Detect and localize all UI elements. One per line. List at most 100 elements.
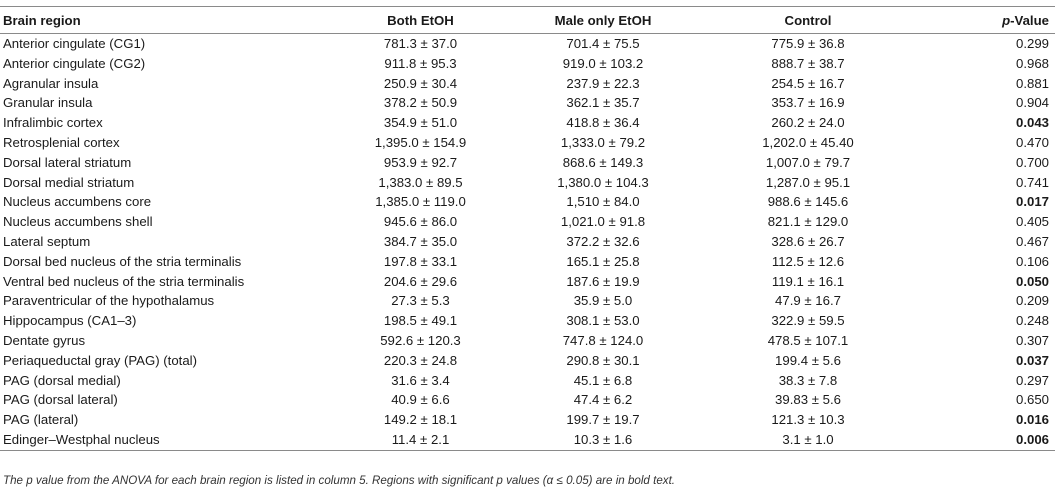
cell-brain-region: Hippocampus (CA1–3) <box>3 313 137 329</box>
cell-p-value: 0.299 <box>1015 36 1049 51</box>
cell-male-only-etoh: 372.2 ± 32.6 <box>566 233 640 249</box>
cell-both-etoh: 220.3 ± 24.8 <box>383 352 458 368</box>
cell-brain-region: Ventral bed nucleus of the stria termina… <box>3 273 245 289</box>
cell-control: 353.7 ± 16.9 <box>771 95 845 111</box>
cell-male-only-etoh: 1,021.0 ± 91.8 <box>560 214 646 230</box>
table-row: Nucleus accumbens core 1,385.0 ± 119.0 1,5… <box>0 192 1055 212</box>
cell-brain-region: Nucleus accumbens core <box>3 194 152 210</box>
cell-brain-region: Agranular insula <box>3 75 99 91</box>
cell-male-only-etoh: 45.1 ± 6.8 <box>573 372 633 388</box>
cell-brain-region: Paraventricular of the hypothalamus <box>3 293 215 309</box>
table-row: Retrosplenial cortex 1,395.0 ± 154.9 1,333… <box>0 133 1055 153</box>
cell-male-only-etoh: 747.8 ± 124.0 <box>562 332 644 348</box>
cell-both-etoh: 1,383.0 ± 89.5 <box>378 174 463 190</box>
table-row: Hippocampus (CA1–3) 198.5 ± 49.1 308.1 ± 5… <box>0 311 1055 331</box>
cell-male-only-etoh: 1,333.0 ± 79.2 <box>560 134 646 150</box>
cell-brain-region: PAG (lateral) <box>3 412 79 428</box>
cell-both-etoh: 781.3 ± 37.0 <box>383 36 458 51</box>
table-row: Dorsal lateral striatum 953.9 ± 92.7 868.6… <box>0 153 1055 173</box>
cell-brain-region: Lateral septum <box>3 233 91 249</box>
table-body: Anterior cingulate (CG1) 781.3 ± 37.0 701.… <box>0 34 1055 451</box>
cell-both-etoh: 204.6 ± 29.6 <box>383 273 458 289</box>
cell-brain-region: Anterior cingulate (CG2) <box>3 55 146 71</box>
cell-male-only-etoh: 187.6 ± 19.9 <box>566 273 640 289</box>
cell-control: 39.83 ± 5.6 <box>775 392 841 408</box>
cell-p-value: 0.016 <box>1015 412 1049 428</box>
table-row: Anterior cingulate (CG1) 781.3 ± 37.0 701.… <box>0 34 1055 54</box>
cell-brain-region: Retrosplenial cortex <box>3 134 120 150</box>
cell-brain-region: Dentate gyrus <box>3 332 86 348</box>
table-header: Brain region Both EtOH Male only EtOH Co… <box>0 6 1055 34</box>
table-row: Agranular insula 250.9 ± 30.4 237.9 ± 22.3… <box>0 74 1055 94</box>
table-row: Lateral septum 384.7 ± 35.0 372.2 ± 32.6 32… <box>0 232 1055 252</box>
cell-control: 775.9 ± 36.8 <box>771 36 845 51</box>
cell-both-etoh: 197.8 ± 33.1 <box>383 253 458 269</box>
cell-p-value: 0.043 <box>1015 115 1049 131</box>
table-row: Paraventricular of the hypothalamus 27.3 … <box>0 291 1055 311</box>
table-row: PAG (dorsal lateral) 40.9 ± 6.6 47.4 ± 6.2… <box>0 390 1055 410</box>
header-p-letter: p <box>1002 12 1011 28</box>
cell-both-etoh: 354.9 ± 51.0 <box>383 115 458 131</box>
table-row: Nucleus accumbens shell 945.6 ± 86.0 1,021… <box>0 212 1055 232</box>
cell-p-value: 0.297 <box>1015 372 1049 388</box>
cell-both-etoh: 27.3 ± 5.3 <box>391 293 450 309</box>
cell-brain-region: Dorsal medial striatum <box>3 174 135 190</box>
header-p-suffix: -Value <box>1010 12 1049 28</box>
cell-control: 3.1 ± 1.0 <box>698 429 918 451</box>
header-both-etoh: Both EtOH <box>333 6 508 34</box>
header-row: Brain region Both EtOH Male only EtOH Co… <box>0 6 1055 34</box>
table-row: Anterior cingulate (CG2) 911.8 ± 95.3 919.… <box>0 54 1055 74</box>
cell-male-only-etoh: 362.1 ± 35.7 <box>566 95 640 111</box>
cell-p-value: 0.209 <box>1015 293 1049 309</box>
cell-control: 988.6 ± 145.6 <box>767 194 849 210</box>
cell-male-only-etoh: 1,510 ± 84.0 <box>566 194 640 210</box>
table-row: Infralimbic cortex 354.9 ± 51.0 418.8 ± 36… <box>0 113 1055 133</box>
table-row: PAG (dorsal medial) 31.6 ± 3.4 45.1 ± 6.8 3… <box>0 371 1055 391</box>
cell-control: 38.3 ± 7.8 <box>778 372 838 388</box>
cell-male-only-etoh: 418.8 ± 36.4 <box>566 115 640 131</box>
cell-control: 260.2 ± 24.0 <box>771 115 845 131</box>
cell-male-only-etoh: 701.4 ± 75.5 <box>566 36 640 51</box>
cell-p-value: 0.904 <box>1015 95 1049 111</box>
table-row: Edinger–Westphal nucleus 11.4 ± 2.1 10.3 ±… <box>0 429 1055 451</box>
cell-p-value: 0.248 <box>1015 313 1049 329</box>
cell-brain-region: Edinger–Westphal nucleus <box>0 429 333 451</box>
header-male-only-etoh: Male only EtOH <box>508 6 698 34</box>
cell-control: 1,007.0 ± 79.7 <box>765 154 851 170</box>
cell-brain-region: Periaqueductal gray (PAG) (total) <box>3 352 197 368</box>
cell-brain-region: Nucleus accumbens shell <box>3 214 153 230</box>
cell-both-etoh: 592.6 ± 120.3 <box>380 332 461 348</box>
cell-male-only-etoh: 919.0 ± 103.2 <box>562 55 644 71</box>
table-row: Granular insula 378.2 ± 50.9 362.1 ± 35.7 3… <box>0 93 1055 113</box>
cell-both-etoh: 1,385.0 ± 119.0 <box>375 194 466 210</box>
cell-both-etoh: 31.6 ± 3.4 <box>391 372 450 388</box>
cell-male-only-etoh: 47.4 ± 6.2 <box>573 392 633 408</box>
cell-control: 821.1 ± 129.0 <box>767 214 849 230</box>
cell-control: 1,202.0 ± 45.40 <box>762 134 854 150</box>
cell-control: 328.6 ± 26.7 <box>771 233 845 249</box>
cell-male-only-etoh: 868.6 ± 149.3 <box>562 154 644 170</box>
cell-both-etoh: 250.9 ± 30.4 <box>383 75 458 91</box>
cell-p-value: 0.700 <box>1015 154 1049 170</box>
cell-p-value: 0.307 <box>1015 332 1049 348</box>
cell-both-etoh: 953.9 ± 92.7 <box>383 154 458 170</box>
cell-both-etoh: 149.2 ± 18.1 <box>383 412 458 428</box>
table-row: Ventral bed nucleus of the stria termina… <box>0 272 1055 292</box>
cell-brain-region: PAG (dorsal lateral) <box>3 392 118 408</box>
cell-p-value: 0.650 <box>1015 392 1049 408</box>
cell-male-only-etoh: 308.1 ± 53.0 <box>566 313 640 329</box>
cell-both-etoh: 911.8 ± 95.3 <box>384 55 457 71</box>
cell-p-value: 0.006 <box>918 429 1055 451</box>
cell-control: 888.7 ± 38.7 <box>771 55 845 71</box>
cell-control: 199.4 ± 5.6 <box>775 352 841 368</box>
cell-male-only-etoh: 35.9 ± 5.0 <box>573 293 633 309</box>
cell-brain-region: PAG (dorsal medial) <box>3 372 121 388</box>
cell-p-value: 0.017 <box>1015 194 1049 210</box>
header-p-value: p-Value <box>918 6 1055 34</box>
cell-p-value: 0.741 <box>1015 174 1049 190</box>
cell-control: 121.3 ± 10.3 <box>771 412 845 428</box>
table-row: Dorsal bed nucleus of the stria terminal… <box>0 252 1055 272</box>
cell-p-value: 0.405 <box>1015 214 1049 230</box>
cell-brain-region: Anterior cingulate (CG1) <box>3 36 146 51</box>
